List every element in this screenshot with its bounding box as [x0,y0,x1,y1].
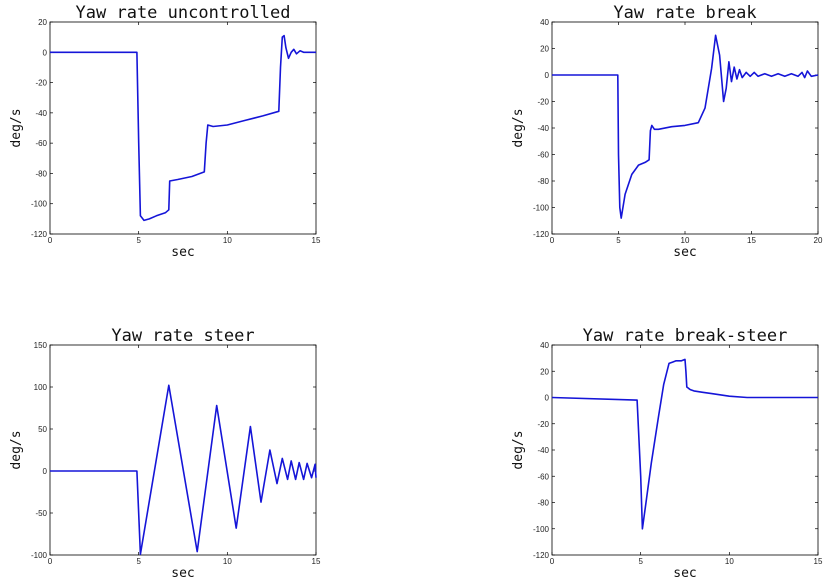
x-tick-label: 15 [312,557,321,566]
y-axis-label: deg/s [511,430,526,469]
x-tick-label: 20 [814,236,823,245]
y-tick-label: -50 [35,509,47,518]
y-tick-label: 20 [540,45,549,54]
y-tick-label: 0 [43,467,48,476]
y-tick-label: -60 [537,151,549,160]
y-tick-label: 50 [38,425,47,434]
x-tick-label: 0 [48,236,53,245]
yaw-rate-line [50,384,317,555]
chart-title: Yaw rate break-steer [583,326,788,346]
x-tick-label: 15 [312,236,321,245]
x-axis-label: sec [673,245,696,260]
y-tick-label: -120 [31,230,48,239]
y-tick-label: 40 [540,341,549,350]
y-tick-label: 0 [545,394,550,403]
y-tick-label: -20 [537,420,549,429]
y-tick-label: -60 [35,139,47,148]
y-axis-label: deg/s [9,430,24,469]
plot-frame [551,21,819,235]
y-tick-label: 100 [34,383,48,392]
x-tick-label: 15 [747,236,756,245]
y-tick-label: 20 [540,367,549,376]
y-axis-label: deg/s [9,108,24,147]
y-tick-label: 0 [545,71,550,80]
chart-panel-1: Yaw rate uncontrolled sec deg/s 0 5 10 15 -120 -… [9,3,321,260]
y-tick-label: -100 [31,551,48,560]
y-tick-label: -40 [35,109,47,118]
chart-panel-2: Yaw rate break sec deg/s 0 5 10 15 20 -120 -100 -8… [511,3,823,260]
x-tick-label: 5 [616,236,621,245]
y-tick-label: -120 [533,230,550,239]
plot-frame [49,21,317,235]
x-tick-label: 10 [223,557,232,566]
x-tick-label: 0 [550,557,555,566]
y-tick-label: -20 [35,79,47,88]
y-tick-label: -80 [35,169,47,178]
x-tick-label: 10 [681,236,690,245]
x-tick-label: 15 [814,557,823,566]
chart-panel-3: Yaw rate steer sec deg/s 0 5 10 15 -100 -50 0 50 10… [9,326,321,581]
x-axis-label: sec [673,566,696,581]
x-tick-label: 5 [136,557,141,566]
y-axis-label: deg/s [511,108,526,147]
x-tick-label: 5 [136,236,141,245]
x-axis-label: sec [171,245,194,260]
yaw-rate-line [551,358,818,530]
y-tick-label: 40 [540,18,549,27]
y-tick-label: -60 [537,472,549,481]
x-axis-label: sec [171,566,194,581]
y-tick-label: -100 [533,204,550,213]
x-tick-label: 10 [725,557,734,566]
yaw-rate-line [552,34,819,219]
plot-frame [551,344,819,556]
x-tick-label: 10 [223,236,232,245]
y-tick-label: -100 [31,200,48,209]
yaw-rate-line [50,34,316,222]
y-tick-label: -20 [537,98,549,107]
y-tick-label: -120 [533,551,550,560]
y-tick-label: -40 [537,446,549,455]
y-tick-label: -40 [537,124,549,133]
y-tick-label: 150 [34,341,48,350]
chart-title: Yaw rate steer [111,326,254,346]
y-tick-label: 20 [38,18,47,27]
chart-title: Yaw rate uncontrolled [76,3,291,23]
plot-frame [49,344,317,556]
x-tick-label: 0 [48,557,53,566]
y-tick-label: 0 [43,48,48,57]
x-tick-label: 0 [550,236,555,245]
x-tick-label: 5 [638,557,643,566]
y-tick-label: -80 [537,177,549,186]
y-tick-label: -80 [537,499,549,508]
chart-panel-4: Yaw rate break-steer sec deg/s 0 5 10 15 -120 -1… [511,326,823,581]
y-tick-label: -100 [533,525,550,534]
chart-title: Yaw rate break [613,3,756,23]
